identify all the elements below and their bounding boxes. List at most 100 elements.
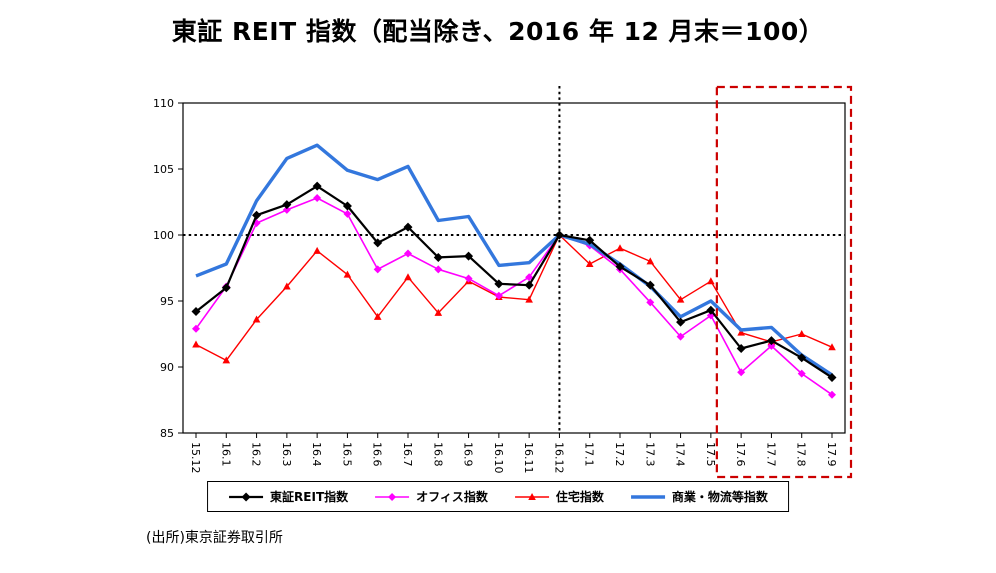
marker-diamond-icon <box>828 390 836 399</box>
marker-diamond-icon <box>373 265 382 274</box>
highlight-box <box>715 85 853 479</box>
marker-diamond-icon <box>192 324 200 333</box>
marker-triangle-icon <box>434 308 443 316</box>
marker-diamond-icon <box>525 273 534 282</box>
marker-diamond-icon <box>676 317 686 327</box>
series-office <box>192 194 836 399</box>
marker-diamond-icon <box>494 291 503 300</box>
marker-diamond-icon <box>524 280 534 290</box>
x-tick-label: 17.6 <box>734 442 747 467</box>
marker-triangle-icon <box>222 356 231 364</box>
legend-label: 住宅指数 <box>555 490 604 504</box>
marker-diamond-icon <box>282 205 291 214</box>
marker-triangle-icon <box>373 312 382 320</box>
x-tick-label: 16.3 <box>280 442 293 467</box>
x-tick-label: 17.3 <box>643 442 656 467</box>
marker-diamond-icon <box>554 230 564 240</box>
plot-frame <box>182 102 846 434</box>
marker-diamond-icon <box>221 283 231 293</box>
marker-triangle-icon <box>528 492 536 500</box>
marker-diamond-icon <box>373 238 383 248</box>
x-tick-label: 16.10 <box>492 442 505 474</box>
x-tick-label: 16.5 <box>340 442 353 467</box>
marker-diamond-icon <box>676 332 685 341</box>
marker-diamond-icon <box>464 274 473 283</box>
marker-diamond-icon <box>797 369 806 378</box>
y-tick-label: 85 <box>160 427 174 440</box>
marker-diamond-icon <box>282 200 292 210</box>
marker-diamond-icon <box>615 262 625 272</box>
x-tick-label: 17.8 <box>795 442 808 467</box>
marker-triangle-icon <box>737 328 745 336</box>
marker-diamond-icon <box>433 252 443 262</box>
marker-diamond-icon <box>343 209 352 218</box>
marker-diamond-icon <box>645 280 655 290</box>
marker-diamond-icon <box>403 222 413 232</box>
x-tick-label: 17.7 <box>764 442 777 467</box>
marker-diamond-icon <box>313 194 322 203</box>
marker-triangle-icon <box>797 330 806 337</box>
marker-triangle-icon <box>313 246 321 254</box>
marker-triangle-icon <box>404 273 412 281</box>
marker-triangle-icon <box>343 270 352 278</box>
legend: 東証REIT指数 オフィス指数 住宅指数 商業・物流等指数 <box>207 481 789 512</box>
x-tick-label: 15.12 <box>189 442 202 474</box>
series-line-office <box>195 197 833 396</box>
marker-diamond-icon <box>241 492 251 501</box>
marker-diamond-icon <box>252 210 262 220</box>
marker-triangle-icon <box>676 295 685 303</box>
marker-triangle-icon <box>646 257 655 265</box>
marker-diamond-icon <box>388 492 397 501</box>
marker-triangle-icon <box>707 277 715 285</box>
marker-triangle-icon <box>252 315 261 323</box>
series-commercial <box>195 143 833 377</box>
marker-diamond-icon <box>797 353 807 363</box>
legend-label: オフィス指数 <box>416 490 488 504</box>
marker-diamond-icon <box>404 249 412 258</box>
legend-tse-reit-marker-icon <box>229 492 264 501</box>
marker-diamond-icon <box>766 336 776 346</box>
legend-item-tse-reit: 東証REIT指数 <box>228 488 348 505</box>
marker-diamond-icon <box>191 307 201 317</box>
marker-diamond-icon <box>646 298 655 307</box>
x-tick-label: 16.2 <box>250 442 263 467</box>
series-residential <box>192 231 836 364</box>
marker-triangle-icon <box>585 260 594 268</box>
chart-title: 東証 REIT 指数（配当除き、2016 年 12 月末＝100） <box>171 17 825 46</box>
marker-diamond-icon <box>736 344 746 354</box>
x-tick-label: 16.9 <box>462 442 475 467</box>
x-axis: 15.12 16.1 16.2 16.3 16.4 16.5 16.6 16.7 16.8 16.… <box>189 433 838 474</box>
marker-triangle-icon <box>525 295 533 303</box>
x-tick-label: 16.12 <box>552 442 565 474</box>
y-axis: 85 90 95 100 105 110 <box>153 97 183 440</box>
x-tick-label: 17.9 <box>825 442 838 467</box>
x-tick-label: 17.1 <box>583 442 596 467</box>
source-note: (出所)東京証券取引所 <box>146 530 283 546</box>
marker-diamond-icon <box>342 201 352 211</box>
x-tick-label: 16.7 <box>401 442 414 467</box>
marker-diamond-icon <box>827 373 837 383</box>
marker-diamond-icon <box>464 251 474 261</box>
x-tick-label: 16.4 <box>310 442 323 467</box>
marker-triangle-icon <box>192 340 200 348</box>
x-tick-label: 17.4 <box>674 442 687 467</box>
y-tick-label: 100 <box>153 229 174 242</box>
marker-triangle-icon <box>616 244 624 252</box>
legend-item-commercial: 商業・物流等指数 <box>630 488 768 505</box>
y-tick-label: 110 <box>153 97 174 110</box>
legend-label: 東証REIT指数 <box>270 490 349 504</box>
marker-diamond-icon <box>252 219 261 228</box>
marker-diamond-icon <box>767 341 776 350</box>
series-line-commercial <box>195 143 833 377</box>
marker-diamond-icon <box>706 305 716 315</box>
series-line-residential <box>195 234 833 362</box>
marker-triangle-icon <box>828 343 836 351</box>
x-tick-label: 17.2 <box>613 442 626 467</box>
marker-diamond-icon <box>434 265 443 274</box>
x-tick-label: 16.8 <box>431 442 444 467</box>
y-tick-label: 105 <box>153 163 174 176</box>
y-tick-label: 95 <box>160 295 174 308</box>
marker-triangle-icon <box>283 282 291 290</box>
